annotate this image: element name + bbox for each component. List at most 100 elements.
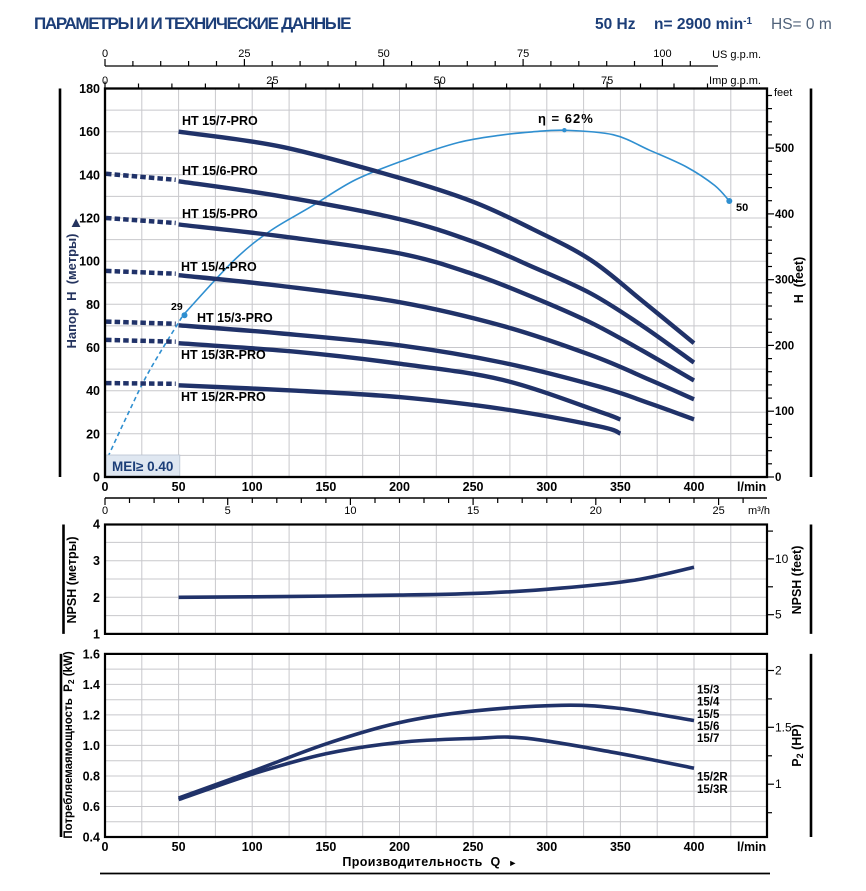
svg-text:HT 15/7-PRO: HT 15/7-PRO xyxy=(182,114,258,128)
svg-text:50: 50 xyxy=(736,202,748,214)
svg-text:HT 15/2R-PRO: HT 15/2R-PRO xyxy=(181,390,266,404)
svg-text:50: 50 xyxy=(172,840,186,854)
svg-text:1: 1 xyxy=(775,777,782,791)
svg-text:300: 300 xyxy=(536,480,557,494)
svg-text:0: 0 xyxy=(102,480,109,494)
svg-text:200: 200 xyxy=(389,480,410,494)
svg-text:400: 400 xyxy=(684,480,705,494)
svg-text:350: 350 xyxy=(610,480,631,494)
svg-text:150: 150 xyxy=(315,840,336,854)
svg-text:H (feet): H (feet) xyxy=(792,257,806,304)
svg-text:0.6: 0.6 xyxy=(83,800,100,814)
svg-text:80: 80 xyxy=(86,298,100,312)
svg-text:350: 350 xyxy=(610,840,631,854)
svg-text:20: 20 xyxy=(590,505,602,517)
svg-text:1.2: 1.2 xyxy=(83,708,100,722)
svg-text:1.4: 1.4 xyxy=(83,678,100,692)
svg-text:l/min: l/min xyxy=(737,480,766,494)
svg-text:160: 160 xyxy=(79,125,100,139)
svg-text:100: 100 xyxy=(653,48,671,60)
svg-text:HS= 0 m: HS= 0 m xyxy=(771,16,832,33)
svg-text:15/4: 15/4 xyxy=(697,697,720,709)
svg-text:15/6: 15/6 xyxy=(697,721,719,733)
svg-text:Imp g.p.m.: Imp g.p.m. xyxy=(709,75,761,87)
svg-text:15/7: 15/7 xyxy=(697,733,719,745)
svg-text:100: 100 xyxy=(79,255,100,269)
svg-text:500: 500 xyxy=(775,143,794,155)
svg-text:4: 4 xyxy=(93,518,100,532)
svg-text:400: 400 xyxy=(775,209,794,221)
svg-text:0: 0 xyxy=(93,471,100,485)
svg-text:0: 0 xyxy=(102,48,108,60)
svg-text:40: 40 xyxy=(86,384,100,398)
svg-text:200: 200 xyxy=(775,340,794,352)
svg-text:15/3R: 15/3R xyxy=(697,784,728,796)
svg-text:0: 0 xyxy=(102,505,108,517)
svg-text:300: 300 xyxy=(536,840,557,854)
svg-text:10: 10 xyxy=(344,505,356,517)
svg-text:50 Hz: 50 Hz xyxy=(595,16,636,33)
svg-text:1.6: 1.6 xyxy=(83,647,100,661)
svg-text:50: 50 xyxy=(434,75,446,87)
svg-text:m³/h: m³/h xyxy=(748,505,770,517)
svg-text:400: 400 xyxy=(684,840,705,854)
svg-text:250: 250 xyxy=(463,840,484,854)
svg-text:P2 (HP): P2 (HP) xyxy=(790,724,805,767)
svg-text:1.5: 1.5 xyxy=(775,720,792,734)
svg-text:100: 100 xyxy=(242,480,263,494)
svg-text:US g.p.m.: US g.p.m. xyxy=(712,49,761,61)
svg-text:50: 50 xyxy=(172,480,186,494)
svg-text:1: 1 xyxy=(93,627,100,641)
svg-text:15/5: 15/5 xyxy=(697,709,720,721)
svg-text:feet: feet xyxy=(774,87,792,99)
svg-text:140: 140 xyxy=(79,168,100,182)
svg-text:50: 50 xyxy=(378,48,390,60)
svg-text:Производительность Q ►: Производительность Q ► xyxy=(342,855,517,869)
svg-text:15/3: 15/3 xyxy=(697,685,719,697)
svg-text:120: 120 xyxy=(79,212,100,226)
svg-text:5: 5 xyxy=(225,505,231,517)
svg-text:n= 2900 min-1: n= 2900 min-1 xyxy=(654,16,753,33)
svg-text:180: 180 xyxy=(79,82,100,96)
svg-text:HT 15/5-PRO: HT 15/5-PRO xyxy=(182,207,258,221)
svg-text:250: 250 xyxy=(463,480,484,494)
svg-text:ПАРАМЕТРЫ И И ТЕХНИЧЕСКИЕ ДАНН: ПАРАМЕТРЫ И И ТЕХНИЧЕСКИЕ ДАННЫЕ xyxy=(34,14,351,33)
svg-text:HT 15/4-PRO: HT 15/4-PRO xyxy=(181,260,257,274)
svg-text:0: 0 xyxy=(102,75,108,87)
svg-text:HT 15/3R-PRO: HT 15/3R-PRO xyxy=(181,348,266,362)
svg-text:10: 10 xyxy=(775,552,789,566)
svg-text:HT 15/3-PRO: HT 15/3-PRO xyxy=(197,311,273,325)
svg-text:200: 200 xyxy=(389,840,410,854)
svg-text:25: 25 xyxy=(266,75,278,87)
svg-text:25: 25 xyxy=(238,48,250,60)
svg-text:20: 20 xyxy=(86,427,100,441)
svg-text:1.0: 1.0 xyxy=(83,739,100,753)
svg-text:75: 75 xyxy=(601,75,613,87)
svg-text:2: 2 xyxy=(93,591,100,605)
svg-text:15: 15 xyxy=(467,505,479,517)
svg-text:75: 75 xyxy=(517,48,529,60)
svg-text:MEI≥ 0.40: MEI≥ 0.40 xyxy=(112,459,173,474)
svg-text:150: 150 xyxy=(315,480,336,494)
svg-text:2: 2 xyxy=(775,664,782,678)
svg-text:NPSH (feet): NPSH (feet) xyxy=(790,546,804,615)
svg-text:3: 3 xyxy=(93,554,100,568)
svg-text:100: 100 xyxy=(242,840,263,854)
svg-text:29: 29 xyxy=(171,301,183,313)
svg-text:l/min: l/min xyxy=(737,840,766,854)
svg-text:Потребляемаямощность P2 (kW): Потребляемаямощность P2 (kW) xyxy=(63,651,76,839)
svg-text:Напор Н (метры): Напор Н (метры) xyxy=(64,234,79,349)
svg-text:300: 300 xyxy=(775,275,794,287)
svg-text:η = 62%: η = 62% xyxy=(538,111,594,126)
svg-text:0.8: 0.8 xyxy=(83,770,100,784)
svg-text:HT 15/6-PRO: HT 15/6-PRO xyxy=(182,164,258,178)
svg-text:15/2R: 15/2R xyxy=(697,772,728,784)
svg-text:25: 25 xyxy=(712,505,724,517)
svg-text:0.4: 0.4 xyxy=(83,831,100,845)
svg-text:60: 60 xyxy=(86,341,100,355)
svg-text:0: 0 xyxy=(775,472,781,484)
svg-text:100: 100 xyxy=(775,406,794,418)
svg-text:NPSH (метры): NPSH (метры) xyxy=(65,537,79,624)
svg-text:5: 5 xyxy=(775,608,782,622)
svg-text:0: 0 xyxy=(102,840,109,854)
